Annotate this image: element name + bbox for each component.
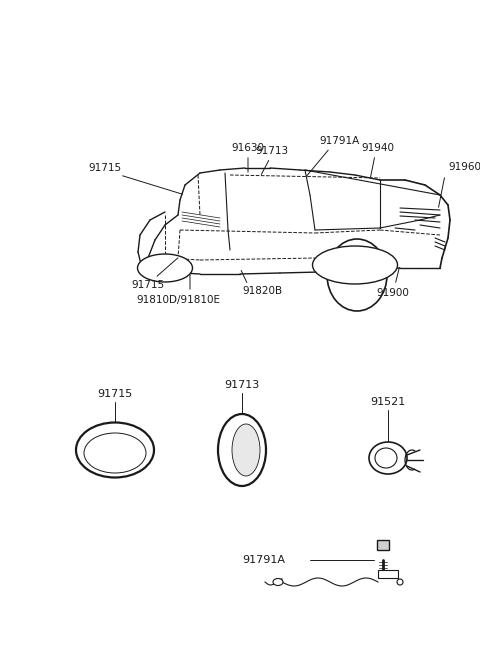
Ellipse shape <box>312 246 397 284</box>
Text: 91713: 91713 <box>255 146 288 156</box>
Ellipse shape <box>369 442 407 474</box>
Text: 91960A: 91960A <box>448 162 480 172</box>
Text: 91791A: 91791A <box>320 136 360 146</box>
Text: 91820B: 91820B <box>242 286 282 296</box>
Ellipse shape <box>218 414 266 486</box>
Text: 91713: 91713 <box>224 380 260 390</box>
Ellipse shape <box>76 422 154 478</box>
Text: 91715: 91715 <box>88 163 121 173</box>
Ellipse shape <box>137 254 192 282</box>
Text: 91940: 91940 <box>361 143 395 153</box>
Ellipse shape <box>397 579 403 585</box>
Ellipse shape <box>232 424 260 476</box>
Bar <box>378 570 398 578</box>
Text: 91521: 91521 <box>371 397 406 407</box>
Ellipse shape <box>273 579 283 585</box>
Text: 91900: 91900 <box>377 288 409 298</box>
Ellipse shape <box>375 448 397 468</box>
Text: 91791A: 91791A <box>242 555 285 565</box>
Ellipse shape <box>327 239 387 311</box>
Text: 91810D/91810E: 91810D/91810E <box>136 295 220 305</box>
Text: 91630: 91630 <box>231 143 264 153</box>
Text: 91715: 91715 <box>132 280 165 290</box>
Text: 91715: 91715 <box>97 389 132 399</box>
Ellipse shape <box>84 433 146 473</box>
Bar <box>377 540 389 550</box>
